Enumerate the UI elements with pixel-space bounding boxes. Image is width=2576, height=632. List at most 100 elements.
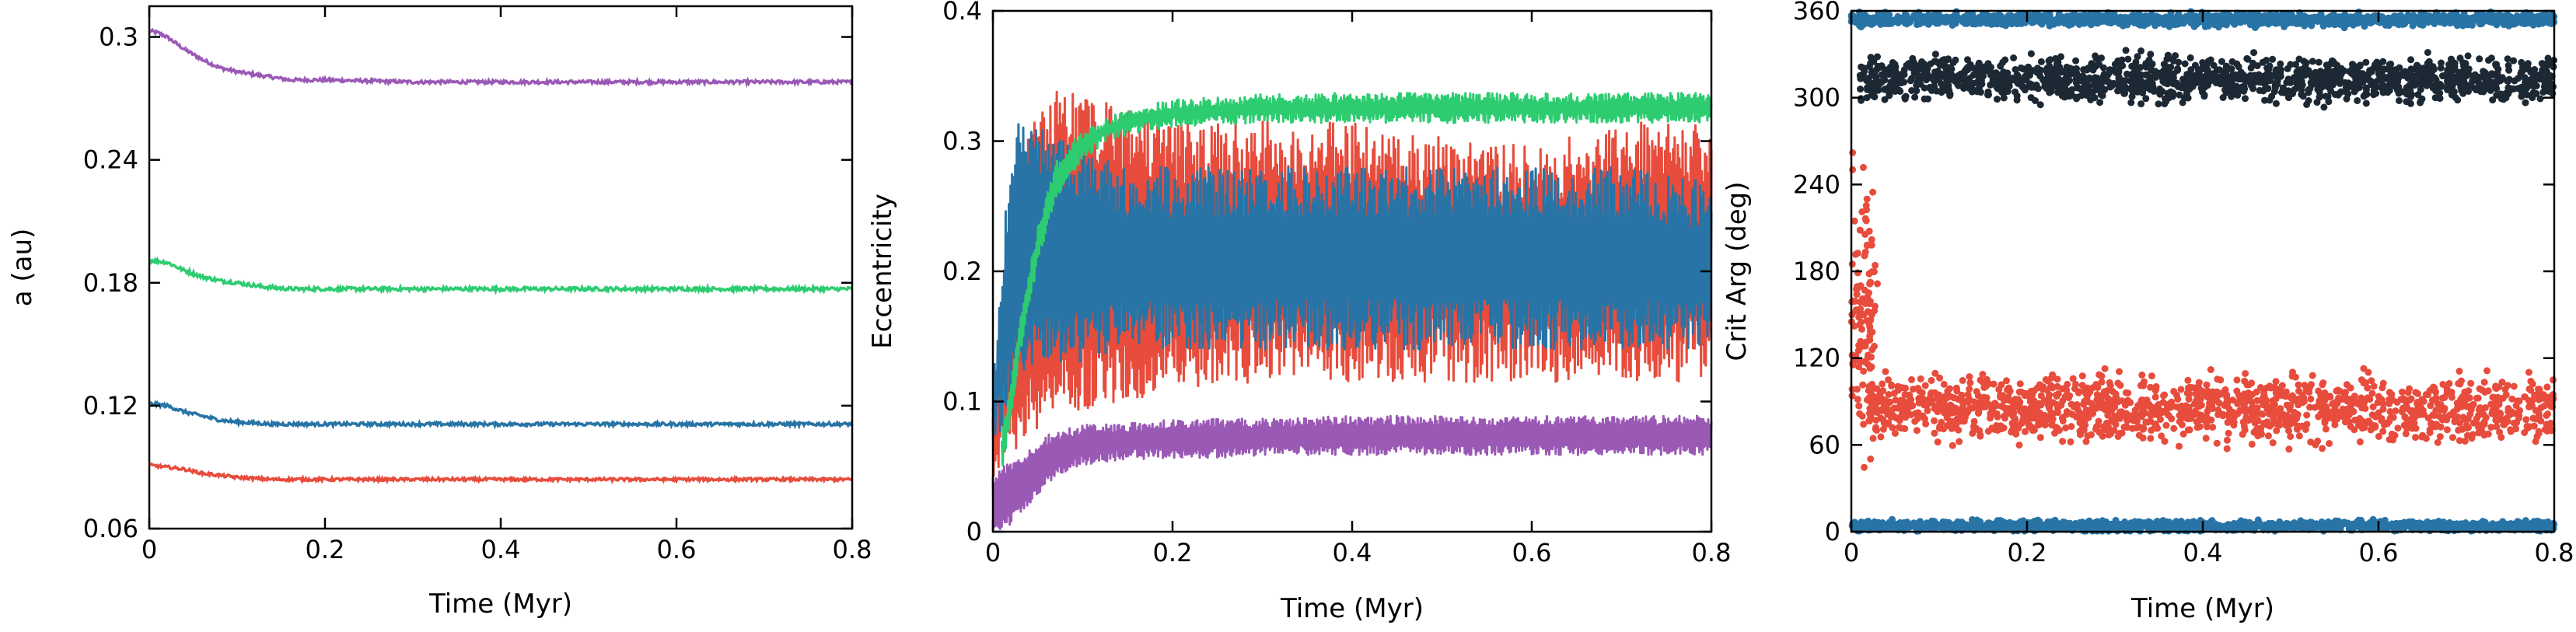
series-band-2	[1001, 92, 1713, 467]
scatter-point	[2427, 12, 2434, 20]
scatter-point	[2045, 82, 2053, 90]
scatter-point	[1928, 376, 1935, 384]
scatter-point	[2175, 58, 2183, 66]
scatter-point	[2218, 58, 2225, 65]
scatter-point	[2207, 518, 2215, 526]
scatter-point	[2161, 100, 2169, 108]
scatter-point	[2124, 55, 2132, 63]
scatter-point	[2137, 100, 2145, 108]
scatter-cloud-0-1	[1848, 515, 2558, 535]
scatter-point	[1882, 368, 1889, 375]
scatter-point	[2242, 95, 2249, 103]
scatter-point	[2513, 520, 2521, 528]
scatter-point	[2001, 56, 2009, 64]
scatter-point	[2141, 80, 2148, 88]
y-tick-label: 0.06	[83, 514, 138, 543]
scatter-point	[2115, 75, 2123, 82]
scatter-point	[2355, 516, 2363, 524]
scatter-point	[1966, 75, 1973, 82]
scatter-point	[2116, 82, 2124, 90]
scatter-point	[2418, 16, 2426, 23]
scatter-point	[2174, 67, 2182, 74]
scatter-point	[2059, 17, 2067, 25]
scatter-point	[2272, 378, 2280, 386]
scatter-point	[2165, 94, 2172, 102]
scatter-point	[2147, 520, 2154, 528]
scatter-point	[2448, 82, 2456, 90]
y-tick-label: 0.2	[942, 257, 982, 286]
scatter-point	[2436, 95, 2444, 103]
scatter-point	[1854, 15, 1861, 23]
scatter-point	[2284, 75, 2292, 83]
y-tick-label: 0	[966, 517, 982, 546]
scatter-point	[1891, 429, 1899, 437]
scatter-point	[2308, 18, 2316, 26]
scatter-point	[2469, 523, 2476, 530]
scatter-cloud-0-0	[1847, 8, 2558, 32]
scatter-point	[2051, 516, 2059, 524]
scatter-point	[1984, 88, 1992, 96]
axis-ticks: 0 0.2 0.4 0.6 0.800.10.20.30.4	[942, 0, 1731, 567]
scatter-point	[1966, 61, 1974, 68]
scatter-point	[2420, 525, 2428, 532]
axis-ticks: 0 0.2 0.4 0.6 0.80.060.120.180.240.3	[83, 6, 872, 564]
scatter-point	[2300, 521, 2308, 529]
scatter-point	[2181, 94, 2189, 102]
scatter-point	[1868, 520, 1875, 528]
y-axis-label: a (au)	[7, 229, 38, 307]
scatter-point	[2426, 426, 2434, 434]
scatter-point	[1936, 374, 1944, 382]
scatter-point	[2120, 22, 2127, 30]
scatter-point	[1876, 525, 1884, 532]
scatter-point	[2457, 14, 2465, 22]
scatter-point	[2349, 520, 2357, 528]
scatter-point	[2302, 59, 2310, 67]
scatter-point	[2015, 11, 2023, 19]
scatter-point	[2228, 58, 2236, 65]
scatter-point	[2384, 82, 2392, 90]
scatter-point	[2030, 18, 2037, 26]
series-band-0	[991, 90, 1713, 477]
scatter-point	[2269, 439, 2277, 447]
scatter-point	[2308, 72, 2316, 80]
scatter-point	[2303, 411, 2311, 419]
scatter-point	[2057, 401, 2065, 409]
scatter-point	[1995, 520, 2003, 528]
scatter-point	[2406, 385, 2413, 393]
scatter-point	[2217, 75, 2225, 83]
scatter-point	[1872, 82, 1879, 89]
scatter-point	[2431, 65, 2438, 73]
scatter-point	[2145, 56, 2153, 64]
scatter-point	[2408, 79, 2416, 86]
scatter-point	[2544, 410, 2552, 417]
scatter-point	[2225, 65, 2232, 72]
scatter-point	[2179, 75, 2186, 83]
scatter-point	[1895, 18, 1902, 26]
chart-eccentricity: 0 0.2 0.4 0.6 0.800.10.20.30.4 Time (Myr) Ec…	[867, 0, 1731, 624]
scatter-point	[2483, 70, 2490, 78]
scatter-point	[2001, 525, 2009, 532]
scatter-point	[2382, 15, 2389, 23]
scatter-point	[2513, 12, 2521, 19]
scatter-point	[1894, 73, 1901, 81]
x-tick-label: 0.8	[1692, 538, 1732, 567]
scatter-point	[2030, 519, 2037, 526]
scatter-point	[2483, 367, 2490, 375]
scatter-point	[2246, 525, 2253, 532]
scatter-point	[1911, 93, 1919, 101]
scatter-point	[2505, 75, 2513, 83]
scatter-point	[1863, 94, 1871, 102]
scatter-point	[1977, 518, 1984, 526]
scatter-point	[2010, 54, 2018, 61]
scatter-point	[2211, 20, 2218, 28]
scatter-point	[2362, 58, 2370, 66]
scatter-point	[2227, 75, 2235, 83]
scatter-point	[2315, 77, 2323, 85]
scatter-point	[2396, 97, 2403, 104]
scatter-point	[1867, 59, 1875, 67]
scatter-point	[2424, 49, 2431, 56]
y-tick-label: 0.18	[83, 268, 138, 298]
scatter-point	[2320, 103, 2328, 111]
scatter-point	[2317, 11, 2325, 18]
scatter-point	[2489, 524, 2496, 532]
